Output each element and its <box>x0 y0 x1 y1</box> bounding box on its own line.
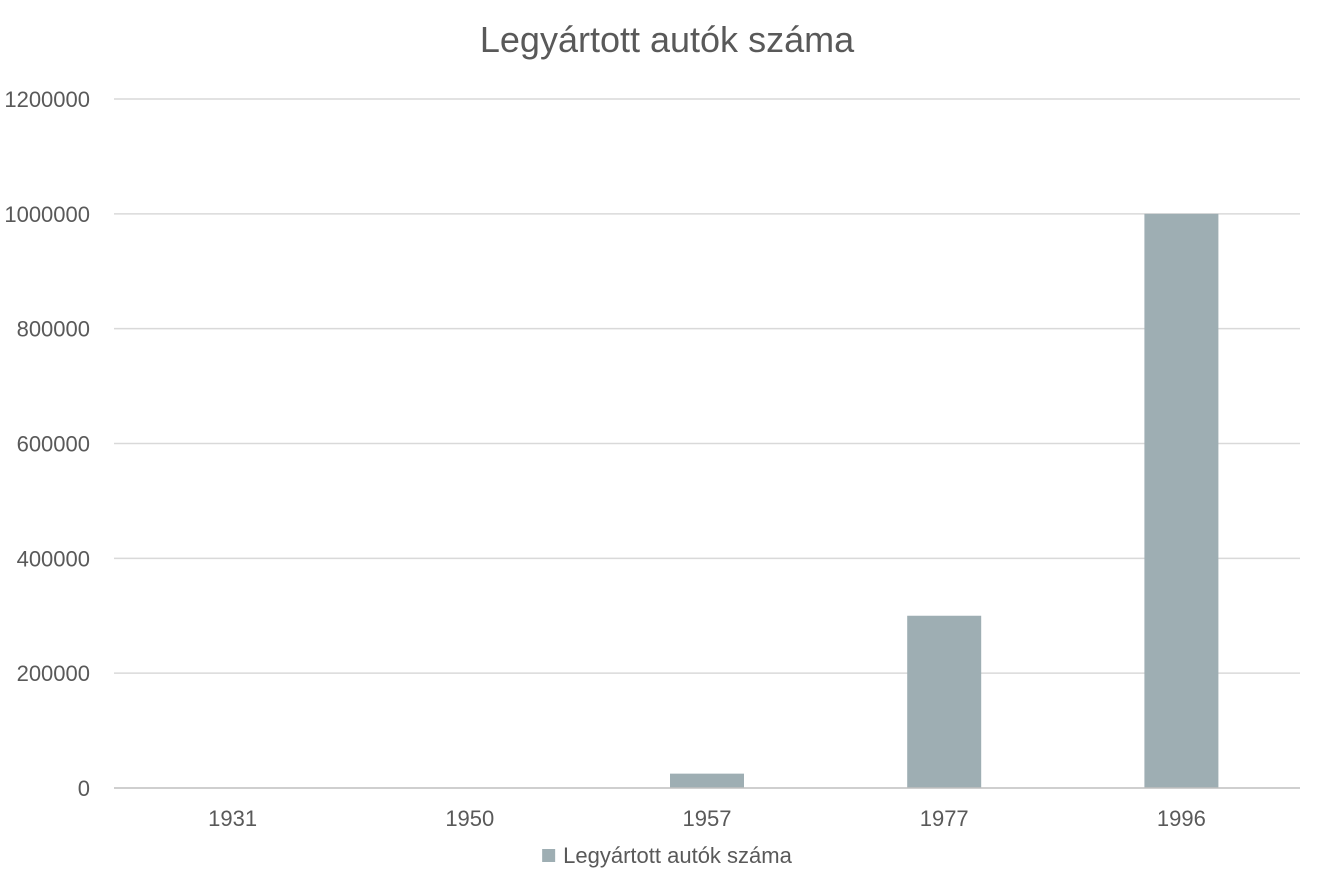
x-axis-tick-labels: 1931 1950 1957 1977 1996 <box>208 806 1206 831</box>
legend-swatch <box>542 849 556 862</box>
legend-label: Legyártott autók száma <box>563 843 792 868</box>
chart-title: Legyártott autók száma <box>480 19 855 60</box>
x-tick-label: 1996 <box>1157 806 1206 831</box>
y-tick-label: 0 <box>78 776 90 801</box>
y-tick-label: 1000000 <box>4 202 90 227</box>
y-tick-label: 400000 <box>17 546 90 571</box>
bar-1957 <box>670 773 744 788</box>
y-axis-tick-labels: 0 200000 400000 600000 800000 1000000 1200000 <box>4 87 90 801</box>
y-tick-label: 600000 <box>17 432 90 457</box>
x-tick-label: 1977 <box>920 806 969 831</box>
bars <box>670 213 1219 789</box>
y-tick-label: 200000 <box>17 661 90 686</box>
legend: Legyártott autók száma <box>542 843 793 868</box>
y-tick-label: 1200000 <box>4 87 90 112</box>
bar-1996 <box>1144 213 1219 789</box>
x-tick-label: 1957 <box>683 806 732 831</box>
bar-1977 <box>907 615 982 788</box>
gridlines <box>114 98 1300 674</box>
y-tick-label: 800000 <box>17 317 90 342</box>
x-tick-label: 1931 <box>208 806 257 831</box>
x-tick-label: 1950 <box>445 806 494 831</box>
